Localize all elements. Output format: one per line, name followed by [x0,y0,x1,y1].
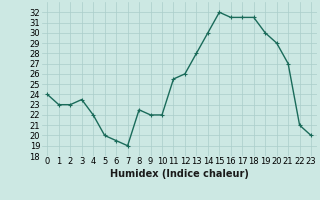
X-axis label: Humidex (Indice chaleur): Humidex (Indice chaleur) [110,169,249,179]
